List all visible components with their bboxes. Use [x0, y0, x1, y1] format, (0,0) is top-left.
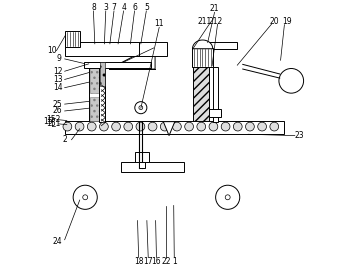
Circle shape	[270, 122, 279, 131]
Text: 211: 211	[197, 17, 212, 26]
Bar	[90, 68, 104, 93]
Text: 151: 151	[46, 119, 61, 128]
Bar	[65, 42, 150, 56]
Circle shape	[148, 122, 157, 131]
Bar	[193, 67, 209, 123]
Text: 212: 212	[208, 17, 222, 26]
Circle shape	[87, 122, 96, 131]
Text: 22: 22	[161, 257, 171, 266]
Circle shape	[225, 195, 230, 200]
Text: 15: 15	[43, 118, 52, 126]
Bar	[65, 121, 284, 134]
Text: 24: 24	[53, 237, 63, 246]
Text: 1: 1	[172, 257, 177, 266]
Text: 6: 6	[132, 3, 137, 12]
Text: 11: 11	[154, 19, 164, 28]
Text: 12: 12	[53, 67, 63, 76]
Bar	[135, 152, 149, 162]
Text: 3: 3	[103, 3, 108, 12]
Text: 18: 18	[134, 257, 143, 266]
Circle shape	[209, 122, 218, 131]
Circle shape	[99, 122, 108, 131]
Text: 9: 9	[56, 55, 61, 63]
Circle shape	[135, 102, 147, 114]
Bar	[89, 67, 105, 121]
Text: 17: 17	[143, 257, 153, 266]
Circle shape	[258, 122, 267, 131]
Polygon shape	[193, 40, 213, 49]
Text: 16: 16	[152, 257, 161, 266]
Text: 26: 26	[53, 107, 63, 115]
Text: 8: 8	[91, 3, 96, 12]
Circle shape	[63, 122, 72, 131]
Text: 5: 5	[144, 3, 149, 12]
Polygon shape	[163, 122, 175, 136]
Bar	[121, 162, 184, 172]
Circle shape	[139, 106, 143, 110]
Text: 4: 4	[121, 3, 126, 12]
Bar	[192, 48, 213, 67]
Text: 10: 10	[47, 46, 57, 55]
Circle shape	[279, 68, 304, 93]
Circle shape	[246, 122, 254, 131]
Bar	[213, 67, 218, 122]
Circle shape	[172, 122, 181, 131]
Text: 7: 7	[112, 3, 116, 12]
Bar	[139, 42, 167, 56]
Text: 14: 14	[53, 83, 63, 92]
Circle shape	[233, 122, 242, 131]
Text: 21: 21	[210, 4, 219, 13]
Circle shape	[221, 122, 230, 131]
Circle shape	[197, 122, 206, 131]
Bar	[139, 162, 145, 168]
Polygon shape	[109, 45, 155, 69]
Bar	[100, 62, 105, 86]
Circle shape	[160, 122, 169, 131]
Circle shape	[136, 122, 145, 131]
Bar	[99, 62, 105, 122]
Bar	[209, 109, 221, 117]
Text: 20: 20	[269, 17, 279, 26]
Bar	[90, 97, 104, 121]
Circle shape	[124, 122, 133, 131]
Bar	[65, 31, 80, 47]
Text: 2: 2	[62, 135, 67, 144]
Circle shape	[75, 122, 84, 131]
Circle shape	[185, 122, 194, 131]
Circle shape	[112, 122, 120, 131]
Bar	[202, 42, 237, 49]
Text: 25: 25	[53, 100, 63, 109]
Circle shape	[83, 195, 88, 200]
Circle shape	[216, 185, 240, 209]
Text: 152: 152	[46, 115, 61, 124]
Text: 13: 13	[53, 75, 63, 84]
Text: 23: 23	[294, 131, 304, 140]
Bar	[84, 62, 151, 68]
Text: 19: 19	[282, 17, 291, 26]
Circle shape	[73, 185, 97, 209]
